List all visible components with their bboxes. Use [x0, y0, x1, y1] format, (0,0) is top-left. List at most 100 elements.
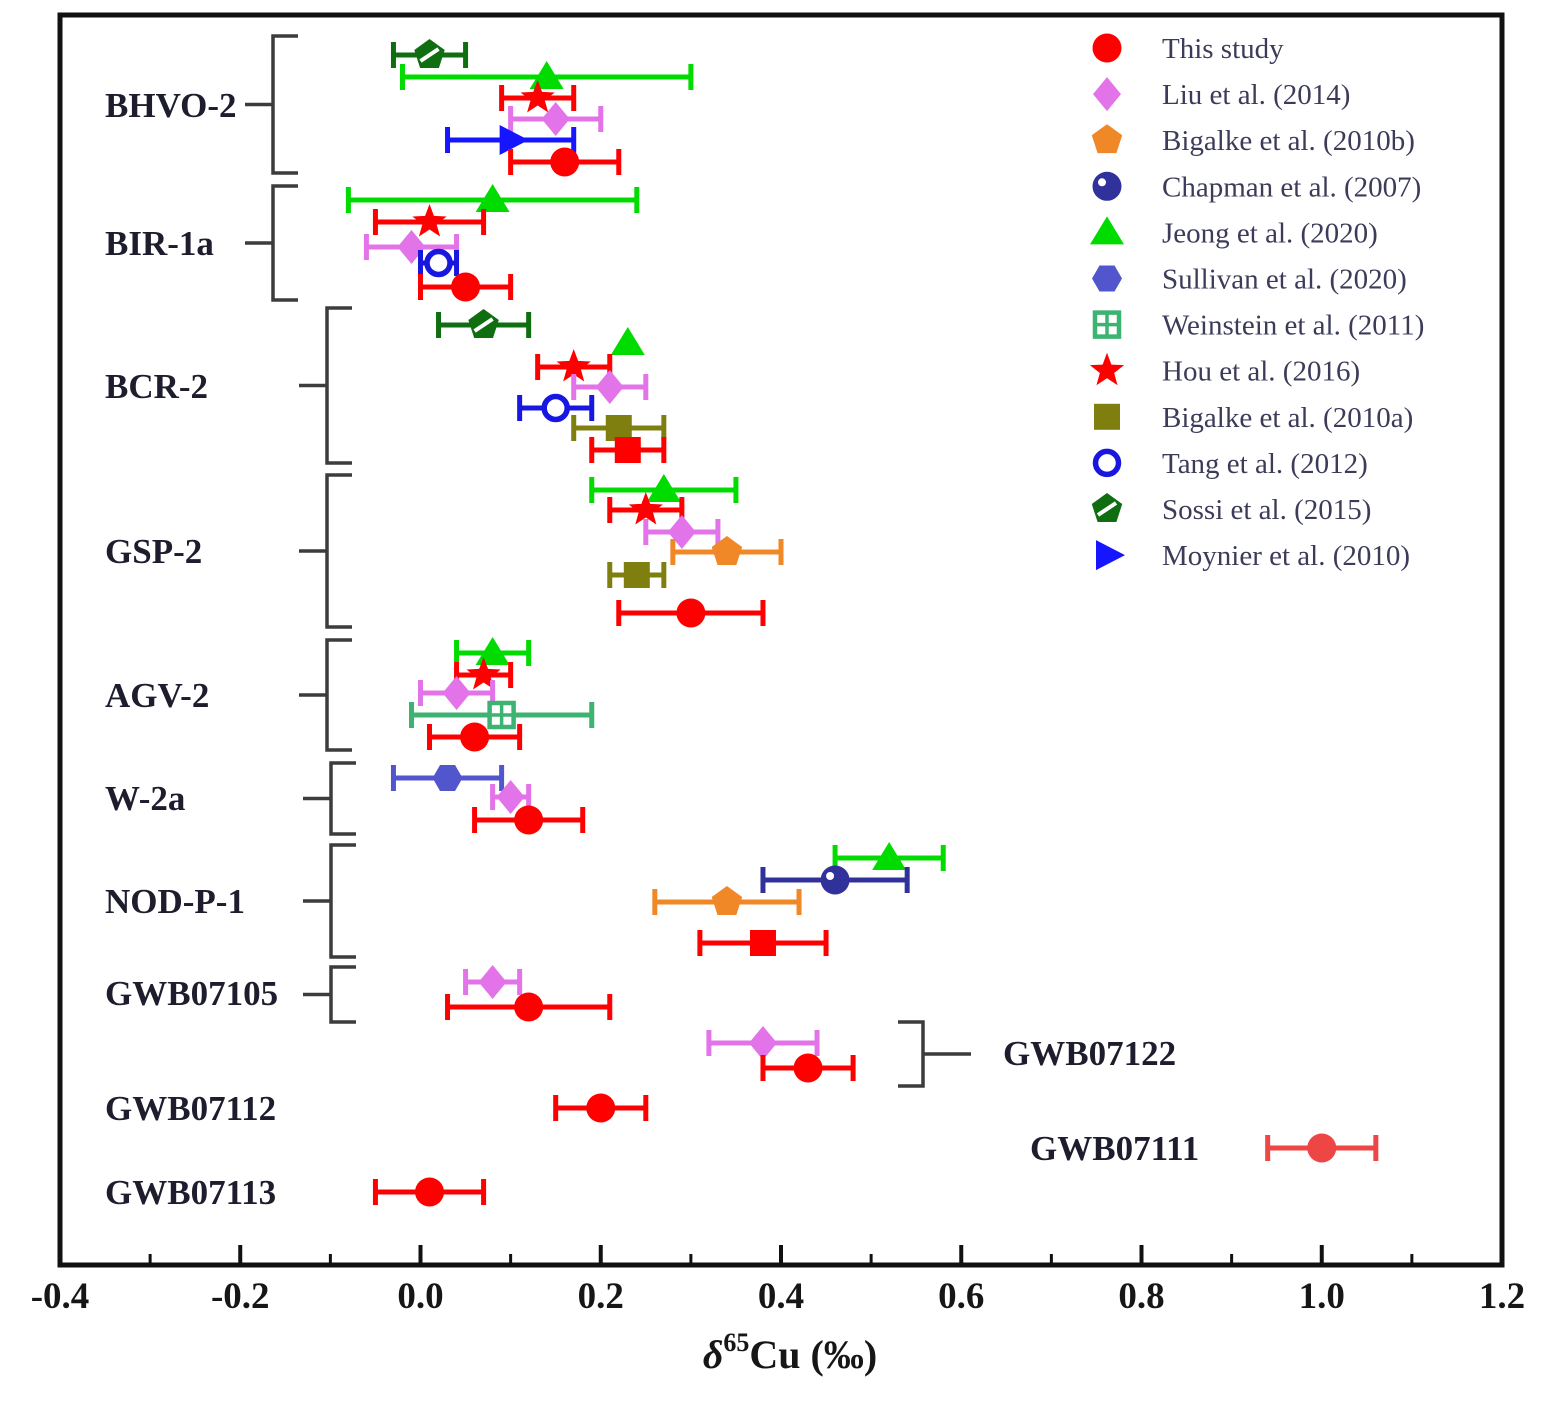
- data-point-bcr-2-jeong-2020: [610, 327, 645, 355]
- x-tick-label: 1.0: [1299, 1276, 1345, 1317]
- data-point-bcr-2-bigalke-2010a: [571, 415, 667, 441]
- legend-marker-weinstein-2011: [1092, 310, 1122, 339]
- data-point-bhvo-2-jeong-2020: [399, 61, 694, 90]
- legend-label: Sossi et al. (2015): [1162, 494, 1371, 526]
- group-label: NOD-P-1: [105, 882, 245, 921]
- sample-group-bhvo-2: BHVO-2: [105, 34, 694, 177]
- data-point-bhvo-2-moynier-2010: [445, 125, 577, 155]
- data-point-nod-p-1-chapman-2007: [760, 865, 910, 895]
- group-bracket: [303, 761, 356, 836]
- marker-chapman-2007: [820, 865, 850, 895]
- legend-item-tang-2012: Tang et al. (2012): [1092, 448, 1368, 480]
- data-point-bir-1a-jeong-2020: [345, 184, 640, 213]
- group-bracket: [245, 184, 298, 302]
- legend-item-weinstein-2011: Weinstein et al. (2011): [1092, 310, 1424, 342]
- legend-marker-chapman-2007: [1092, 171, 1122, 201]
- marker-hou-2016: [556, 349, 591, 382]
- legend-label: Weinstein et al. (2011): [1162, 310, 1424, 342]
- data-point-gsp-2-bigalke-2010b: [670, 536, 784, 565]
- group-bracket: [299, 306, 352, 465]
- data-point-bhvo-2-sossi-2015: [390, 39, 469, 68]
- marker-this-study: [793, 1053, 823, 1083]
- marker-liu-2014: [748, 1026, 777, 1060]
- marker-hou-2016: [466, 657, 501, 690]
- marker-bigalke-2010a: [605, 415, 632, 441]
- marker-this-study: [514, 992, 544, 1022]
- group-label: BIR-1a: [105, 224, 214, 263]
- marker-jeong-2020: [646, 474, 681, 502]
- marker-jeong-2020: [475, 184, 510, 212]
- marker-this-study: [451, 272, 481, 302]
- marker-this-study: [614, 437, 641, 463]
- legend-label: This study: [1162, 33, 1284, 65]
- group-label: GWB07112: [105, 1089, 276, 1128]
- marker-tang-2012: [424, 248, 453, 278]
- sample-group-gsp-2: GSP-2: [105, 473, 784, 629]
- x-tick-label: 0.0: [397, 1276, 443, 1317]
- group-bracket: [898, 1020, 971, 1088]
- marker-liu-2014: [442, 676, 471, 710]
- legend-label: Bigalke et al. (2010a): [1162, 402, 1413, 434]
- legend-item-sossi-2015: Sossi et al. (2015): [1091, 493, 1371, 526]
- data-point-agv-2-liu-2014: [418, 676, 496, 710]
- data-point-gsp-2-bigalke-2010a: [607, 562, 667, 588]
- data-point-gwb07122-this-study: [760, 1053, 856, 1083]
- marker-tang-2012: [541, 393, 570, 423]
- marker-bigalke-2010b: [711, 886, 743, 915]
- sample-group-bir-1a: BIR-1a: [105, 184, 640, 302]
- marker-liu-2014: [496, 780, 525, 814]
- legend-item-liu-2014: Liu et al. (2014): [1093, 77, 1350, 112]
- marker-jeong-2020: [610, 327, 645, 355]
- data-point-bcr-2-tang-2012: [517, 393, 595, 423]
- data-point-gwb07112-this-study: [553, 1093, 649, 1123]
- marker-sossi-2015: [468, 309, 499, 338]
- x-tick-label: 0.6: [938, 1276, 984, 1317]
- legend-label: Hou et al. (2016): [1162, 356, 1360, 388]
- data-point-gwb07122-liu-2014: [706, 1026, 820, 1060]
- data-point-gsp-2-liu-2014: [643, 515, 721, 549]
- legend-label: Chapman et al. (2007): [1162, 171, 1421, 203]
- legend-label: Tang et al. (2012): [1162, 448, 1368, 480]
- marker-liu-2014: [595, 370, 624, 404]
- legend-marker-this-study: [1092, 33, 1122, 63]
- legend-item-moynier-2010: Moynier et al. (2010): [1096, 540, 1410, 572]
- data-point-gwb07105-liu-2014: [463, 965, 523, 999]
- x-tick-label: 0.4: [758, 1276, 804, 1317]
- group-bracket: [299, 473, 352, 629]
- x-axis: -0.4 -0.2 0.0 0.2 0.4 0.6 0.8 1.0 1.2: [31, 1245, 1525, 1317]
- marker-hou-2016: [412, 204, 447, 237]
- legend-marker-jeong-2020: [1090, 216, 1124, 245]
- group-label: GWB07111: [1030, 1129, 1199, 1168]
- x-tick-label: 0.8: [1118, 1276, 1164, 1317]
- sample-group-w-2a: W-2a: [105, 761, 586, 836]
- data-point-bcr-2-liu-2014: [571, 370, 649, 404]
- data-point-bhvo-2-hou-2016: [499, 80, 577, 113]
- sample-group-agv-2: AGV-2: [105, 637, 595, 752]
- legend-marker-sullivan-2020: [1092, 265, 1122, 292]
- data-point-bhvo-2-liu-2014: [508, 102, 604, 136]
- data-point-agv-2-jeong-2020: [454, 637, 532, 666]
- marker-jeong-2020: [872, 842, 907, 870]
- group-label: AGV-2: [105, 676, 209, 715]
- data-point-bcr-2-sossi-2015: [436, 309, 532, 338]
- data-point-agv-2-this-study: [427, 722, 523, 752]
- legend-label: Bigalke et al. (2010b): [1162, 125, 1415, 157]
- marker-hou-2016: [628, 492, 663, 525]
- sample-group-gwb07111: GWB07111: [1030, 1129, 1379, 1168]
- marker-this-study: [514, 805, 544, 835]
- data-point-nod-p-1-this-study: [697, 930, 829, 956]
- legend-item-hou-2016: Hou et al. (2016): [1089, 352, 1360, 388]
- sample-group-gwb07113: GWB07113: [105, 1173, 487, 1212]
- group-label: GWB07105: [105, 974, 278, 1013]
- legend-item-chapman-2007: Chapman et al. (2007): [1092, 171, 1421, 203]
- legend-label: Sullivan et al. (2020): [1162, 264, 1407, 296]
- data-point-w-2a-sullivan-2020: [390, 765, 505, 791]
- legend-label: Jeong et al. (2020): [1162, 217, 1378, 249]
- group-label: BCR-2: [105, 367, 208, 406]
- marker-liu-2014: [541, 102, 570, 136]
- marker-liu-2014: [478, 965, 507, 999]
- legend-marker-moynier-2010: [1096, 540, 1125, 571]
- marker-this-study: [676, 598, 706, 628]
